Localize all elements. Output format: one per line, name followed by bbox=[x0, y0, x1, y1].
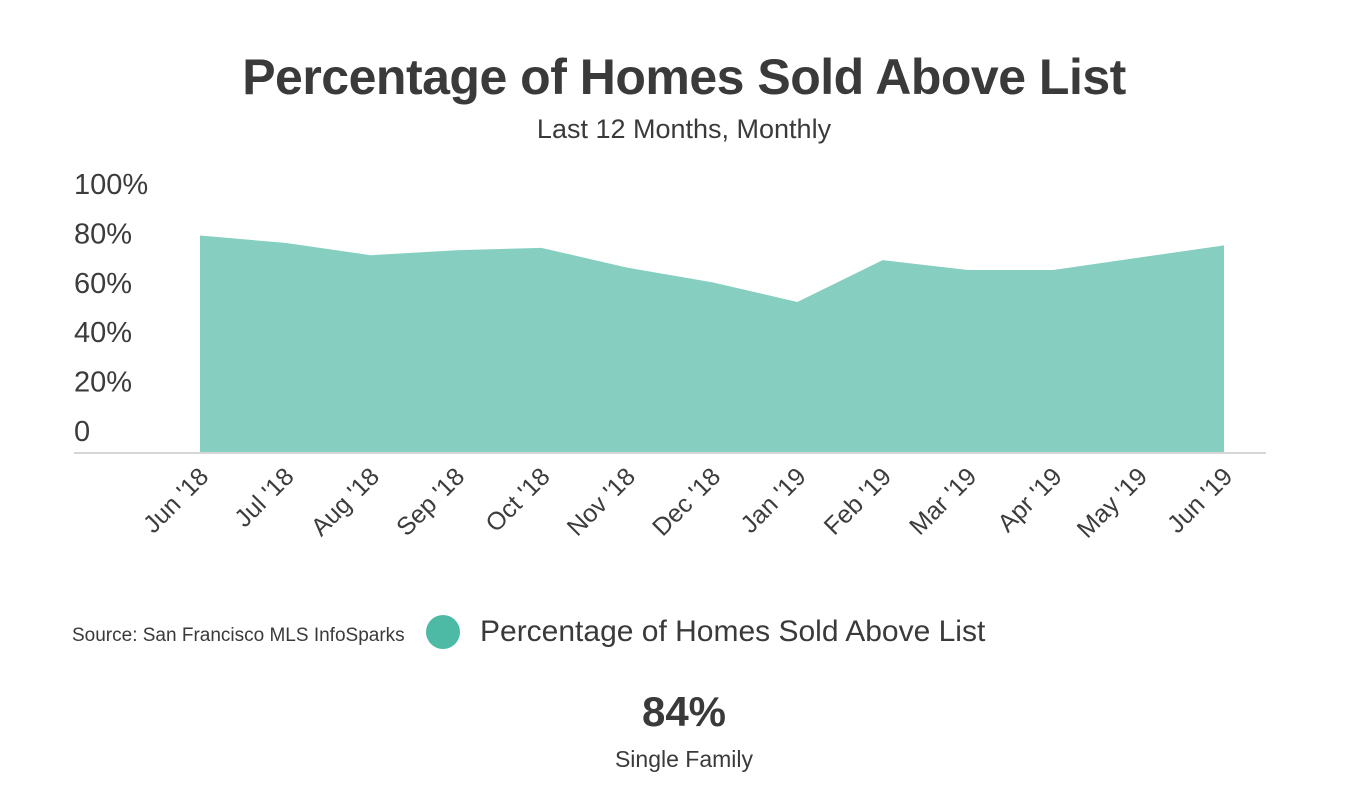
y-tick-label: 80% bbox=[74, 218, 132, 250]
area-chart: 0 20% 40% 60% 80% 100% Jun '18 Jul '18 Aug '18 Se… bbox=[74, 169, 1266, 544]
area-series bbox=[200, 235, 1224, 452]
x-tick-label: Apr '19 bbox=[992, 462, 1067, 537]
x-tick-label: Feb '19 bbox=[819, 462, 897, 540]
y-tick-label: 0 bbox=[74, 416, 90, 448]
x-tick-label: Jun '19 bbox=[1162, 462, 1238, 538]
source-note: Source: San Francisco MLS InfoSparks bbox=[72, 625, 405, 646]
legend-label: Percentage of Homes Sold Above List bbox=[480, 615, 986, 648]
x-tick-label: Jun '18 bbox=[138, 462, 214, 538]
x-tick-label: Mar '19 bbox=[904, 462, 982, 540]
chart-subtitle: Last 12 Months, Monthly bbox=[536, 114, 832, 144]
stat-label: Single Family bbox=[614, 746, 754, 772]
x-tick-label: Sep '18 bbox=[391, 462, 470, 541]
x-tick-label: Jan '19 bbox=[735, 462, 811, 538]
x-tick-label: Dec '18 bbox=[647, 462, 726, 541]
x-tick-label: Nov '18 bbox=[562, 462, 641, 541]
x-tick-label: Jul '18 bbox=[229, 462, 299, 532]
y-tick-label: 40% bbox=[74, 317, 132, 349]
stat-value: 84% bbox=[641, 688, 727, 735]
y-tick-label: 60% bbox=[74, 268, 132, 300]
legend-swatch bbox=[426, 615, 460, 649]
y-tick-label: 100% bbox=[74, 169, 148, 201]
y-tick-label: 20% bbox=[74, 367, 132, 399]
x-tick-label: Aug '18 bbox=[306, 462, 385, 541]
legend: Percentage of Homes Sold Above List bbox=[426, 615, 985, 649]
x-tick-label: May '19 bbox=[1072, 462, 1153, 543]
chart-title: Percentage of Homes Sold Above List bbox=[242, 49, 1126, 105]
x-tick-label: Oct '18 bbox=[480, 462, 555, 537]
